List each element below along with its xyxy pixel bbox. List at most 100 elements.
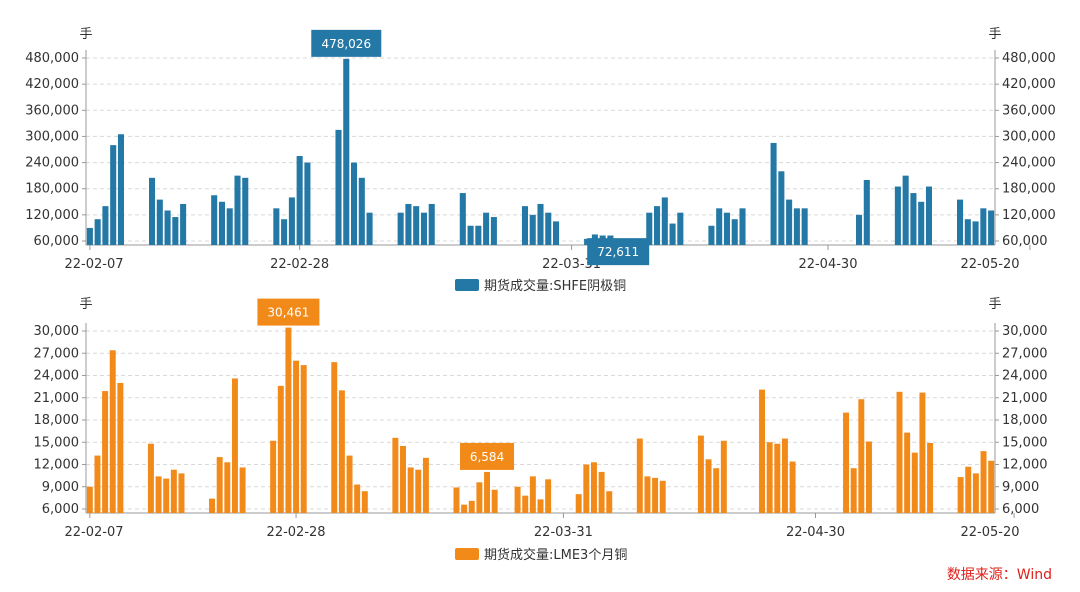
bottom-ytick-label-left: 24,000 — [34, 369, 80, 384]
top-bar — [537, 203, 544, 245]
top-xtick-label: 22-03-31 — [542, 257, 601, 272]
top-ytick-label-left: 120,000 — [25, 208, 79, 223]
bottom-bar — [598, 471, 605, 513]
bottom-bar — [346, 455, 353, 513]
top-bar — [661, 197, 668, 245]
bottom-legend-label: 期货成交量:LME3个月铜 — [484, 547, 627, 563]
bottom-bar — [354, 484, 361, 513]
top-bar — [211, 195, 218, 245]
top-ytick-label-right: 360,000 — [1002, 103, 1056, 118]
top-bar — [910, 193, 917, 245]
top-bar — [483, 212, 490, 245]
bottom-bar — [652, 477, 659, 513]
top-ytick-label-left: 480,000 — [25, 51, 79, 66]
top-ytick-label-left: 180,000 — [25, 182, 79, 197]
bottom-bar — [147, 443, 154, 513]
bottom-bar — [545, 479, 552, 513]
top-bar — [918, 201, 925, 245]
bottom-bar — [720, 440, 727, 513]
bottom-xtick-label: 22-04-30 — [786, 525, 845, 540]
bottom-bar — [529, 476, 536, 513]
bottom-bar — [231, 378, 238, 513]
top-bar — [980, 208, 987, 245]
bottom-bar — [927, 442, 934, 513]
bottom-bar — [972, 473, 979, 513]
top-bar — [521, 206, 528, 245]
bottom-bar — [583, 464, 590, 513]
top-bar — [490, 217, 497, 245]
top-bar — [972, 221, 979, 245]
bottom-bar — [843, 412, 850, 513]
bottom-bar — [285, 327, 292, 513]
top-bar — [343, 58, 350, 245]
top-bar — [94, 219, 101, 245]
bottom-unit-label-right: 手 — [988, 297, 1001, 312]
bottom-bar — [178, 473, 185, 513]
bottom-bar — [117, 382, 124, 513]
bottom-ytick-label-left: 30,000 — [34, 324, 80, 339]
top-callout-box — [587, 238, 650, 266]
top-bar — [902, 175, 909, 245]
top-bar — [770, 142, 777, 245]
top-bar — [584, 238, 591, 245]
top-bar — [863, 180, 870, 245]
top-bar — [102, 206, 109, 245]
bottom-bar — [94, 455, 101, 513]
top-bar — [964, 219, 971, 245]
bottom-bar — [858, 399, 865, 513]
top-bar — [646, 212, 653, 245]
bottom-callout-box — [460, 442, 515, 470]
top-bar — [459, 193, 466, 245]
top-bar — [288, 197, 295, 245]
top-bar — [957, 199, 964, 245]
bottom-bar — [865, 441, 872, 513]
top-bar — [553, 221, 560, 245]
bottom-bar — [965, 466, 972, 513]
bottom-bar — [155, 476, 162, 513]
top-bar — [739, 208, 746, 245]
bottom-bar — [224, 462, 231, 513]
bottom-bar — [850, 468, 857, 513]
top-bar — [428, 203, 435, 245]
top-bar — [164, 210, 171, 245]
bottom-bar — [904, 432, 911, 513]
bottom-bar — [422, 457, 429, 513]
bottom-ytick-label-left: 9,000 — [42, 480, 79, 495]
bottom-bar — [476, 482, 483, 513]
bottom-bar — [361, 491, 368, 513]
bottom-bar — [988, 460, 995, 513]
top-bar — [731, 219, 738, 245]
bottom-bar — [713, 468, 720, 513]
top-bar — [405, 203, 412, 245]
top-bar — [180, 203, 187, 245]
top-bar — [242, 177, 249, 245]
bottom-bar — [980, 451, 987, 513]
top-bar — [358, 177, 365, 245]
top-ytick-label-left: 300,000 — [25, 129, 79, 144]
bottom-bar — [170, 469, 177, 513]
top-bar — [467, 225, 474, 245]
top-bar — [149, 177, 156, 245]
bottom-bar — [338, 390, 345, 513]
bottom-bar — [453, 487, 460, 513]
top-ytick-label-left: 420,000 — [25, 77, 79, 92]
top-callout-box — [311, 29, 382, 57]
bottom-bar — [109, 350, 116, 513]
top-ytick-label-left: 360,000 — [25, 103, 79, 118]
bottom-ytick-label-right: 18,000 — [1002, 413, 1048, 428]
bottom-ytick-label-right: 9,000 — [1002, 480, 1039, 495]
top-bar — [708, 225, 715, 245]
top-bar — [397, 212, 404, 245]
bottom-ytick-label-right: 6,000 — [1002, 502, 1039, 517]
top-bar — [366, 212, 373, 245]
top-bar — [156, 199, 163, 245]
top-unit-label-right: 手 — [988, 27, 1001, 42]
top-legend-label: 期货成交量:SHFE阴极铜 — [484, 278, 626, 294]
bottom-bar — [270, 440, 277, 513]
bottom-xtick-label: 22-05-20 — [960, 525, 1019, 540]
top-bar — [529, 214, 536, 245]
bottom-bar — [491, 489, 498, 513]
top-bar — [793, 208, 800, 245]
